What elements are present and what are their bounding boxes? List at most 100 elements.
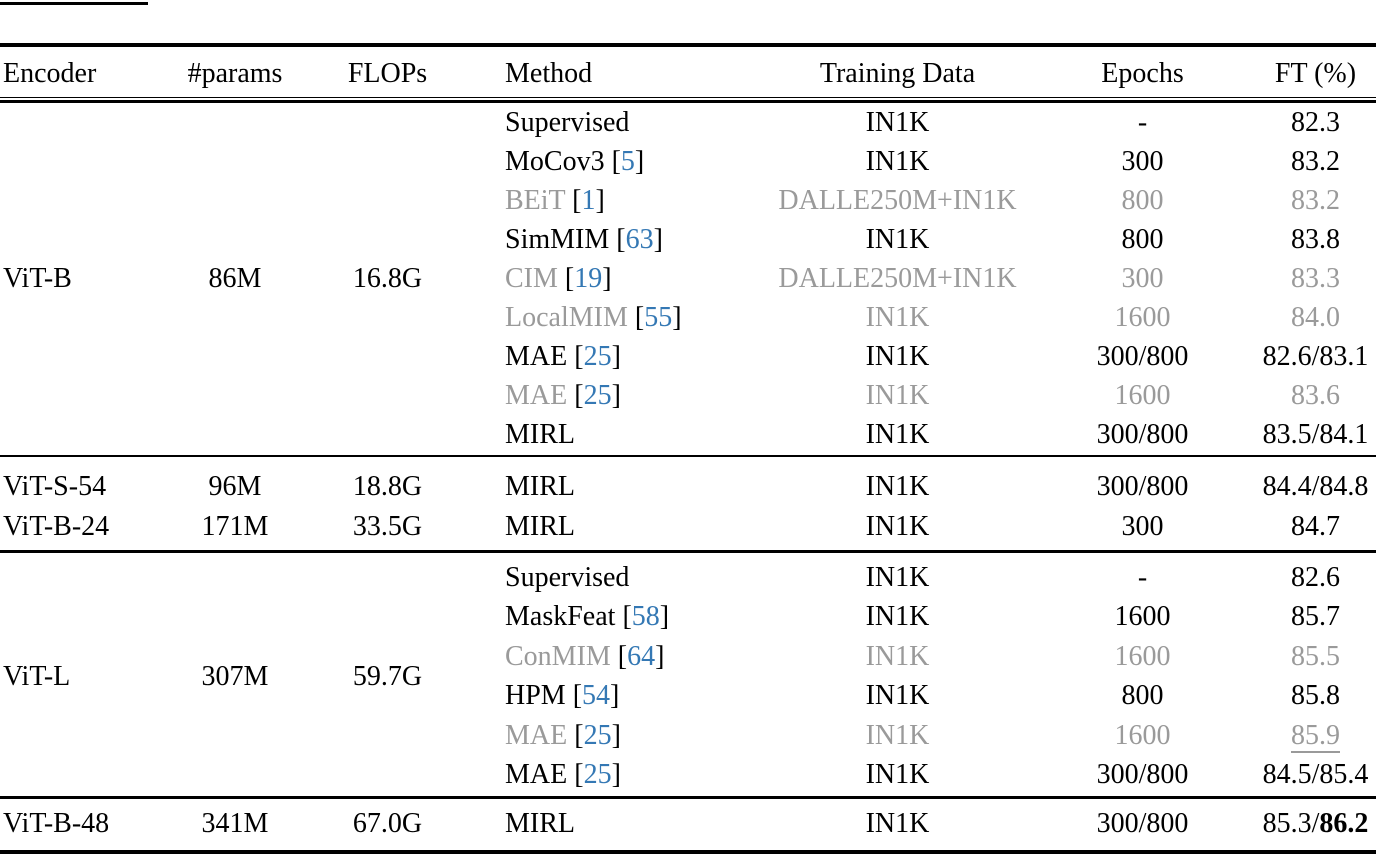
method-name: MaskFeat — [505, 601, 616, 633]
section-divider-rule — [0, 550, 1376, 553]
ft-cell: 82.6/83.1 — [1255, 337, 1376, 376]
training-data-cell: IN1K — [865, 301, 930, 333]
citation-link[interactable]: 64 — [627, 640, 656, 672]
citation-link[interactable]: 55 — [644, 301, 673, 333]
epochs-cell: 1600 — [1114, 640, 1171, 672]
method-name: Supervised — [505, 106, 630, 138]
column-header-ft-percent: FT (%) — [1274, 58, 1357, 89]
method-cell: MAE [25] — [480, 376, 765, 415]
ft-value: 85.3/ — [1262, 807, 1320, 839]
table-section-vitb: ViT-B 86M 16.8G Supervised IN1K - 82.3 MoCov3 [… — [0, 103, 1376, 454]
table-row: ViT-B-24 171M 33.5G MIRL IN1K 300 84.7 — [0, 507, 1376, 547]
training-data-cell: DALLE250M+IN1K — [778, 262, 1017, 294]
ft-value-bold: 86.2 — [1319, 807, 1369, 839]
epochs-cell: 1600 — [1114, 719, 1171, 751]
training-data-cell: IN1K — [865, 807, 930, 839]
table-bottom-rule — [0, 849, 1376, 854]
method-cell: MoCov3 [5] — [480, 142, 765, 181]
citation-link[interactable]: 25 — [583, 759, 612, 791]
ft-value: 82.3 — [1291, 106, 1340, 138]
citation: [1] — [572, 184, 605, 216]
training-data-cell: IN1K — [865, 719, 930, 751]
table-section-vitl: ViT-L 307M 59.7G Supervised IN1K - 82.6 MaskFea… — [0, 558, 1376, 795]
table-row: HPM [54] IN1K 800 85.8 — [0, 677, 1376, 717]
training-data-cell: IN1K — [865, 106, 930, 138]
ft-cell: 85.7 — [1255, 598, 1376, 638]
method-cell: BEiT [1] — [480, 181, 765, 220]
citation-link[interactable]: 25 — [583, 340, 612, 372]
epochs-cell: - — [1137, 561, 1148, 593]
ft-cell: 83.2 — [1255, 142, 1376, 181]
method-name: MIRL — [505, 471, 575, 502]
ft-cell: 84.0 — [1255, 298, 1376, 337]
method-name: MIRL — [505, 807, 575, 839]
citation-link[interactable]: 19 — [574, 262, 603, 294]
ft-cell: 83.6 — [1255, 376, 1376, 415]
method-name: MAE — [505, 719, 568, 751]
table-section-vits54-vitb24: ViT-S-54 96M 18.8G MIRL IN1K 300/800 84.4/84.8… — [0, 467, 1376, 547]
table-row: MaskFeat [58] IN1K 1600 85.7 — [0, 598, 1376, 638]
method-name: MIRL — [505, 511, 575, 542]
epochs-cell: 300 — [1121, 511, 1164, 542]
method-name: CIM — [505, 262, 558, 294]
method-name: Supervised — [505, 561, 630, 593]
training-data-cell: IN1K — [865, 418, 930, 450]
ft-cell: 84.7 — [1255, 507, 1376, 547]
ft-cell: 82.6 — [1255, 558, 1376, 598]
ft-value: 85.7 — [1291, 601, 1340, 633]
citation: [63] — [616, 223, 663, 255]
citation: [64] — [617, 640, 665, 672]
epochs-cell: 300/800 — [1096, 340, 1189, 372]
training-data-cell: IN1K — [865, 223, 930, 255]
citation: [25] — [574, 340, 621, 372]
ft-value: 84.4/84.8 — [1262, 471, 1369, 502]
table-row: ViT-S-54 96M 18.8G MIRL IN1K 300/800 84.4/84.8 — [0, 467, 1376, 507]
epochs-cell: 1600 — [1114, 379, 1171, 411]
citation-link[interactable]: 54 — [582, 680, 611, 712]
ft-cell: 83.5/84.1 — [1255, 415, 1376, 454]
method-name: MAE — [505, 340, 568, 372]
citation-link[interactable]: 25 — [583, 719, 612, 751]
params-cell: 307M — [201, 660, 269, 692]
table-section-vitb48: ViT-B-48 341M 67.0G MIRL IN1K 300/800 85.3/86.… — [0, 798, 1376, 849]
method-cell: Supervised — [480, 103, 765, 142]
method-cell: CIM [19] — [480, 259, 765, 298]
citation-link[interactable]: 63 — [625, 223, 654, 255]
citation: [25] — [574, 719, 621, 751]
flops-cell: 59.7G — [352, 660, 423, 692]
epochs-cell: 300 — [1121, 145, 1164, 177]
method-cell: MAE [25] — [480, 716, 765, 756]
params-cell: 96M — [208, 471, 262, 502]
method-name: MIRL — [505, 418, 575, 450]
column-header-training-data: Training Data — [819, 58, 976, 89]
citation-link[interactable]: 58 — [631, 601, 660, 633]
epochs-cell: 300 — [1121, 262, 1164, 294]
table-row: MAE [25] IN1K 300/800 82.6/83.1 — [0, 337, 1376, 376]
column-header-method: Method — [505, 58, 593, 89]
training-data-cell: DALLE250M+IN1K — [778, 184, 1017, 216]
ft-cell: 85.9 — [1255, 716, 1376, 756]
training-data-cell: IN1K — [865, 145, 930, 177]
table-row: ViT-B-48 341M 67.0G MIRL IN1K 300/800 85.3/86.… — [0, 798, 1376, 849]
method-cell: MAE [25] — [480, 756, 765, 796]
epochs-cell: 1600 — [1114, 301, 1171, 333]
method-cell: MIRL — [480, 798, 765, 849]
flops-cell: 16.8G — [352, 262, 423, 294]
ft-value: 85.8 — [1291, 680, 1340, 712]
ft-cell: 83.8 — [1255, 220, 1376, 259]
flops-cell: 67.0G — [352, 807, 423, 839]
ft-value: 83.5/84.1 — [1262, 418, 1369, 450]
encoder-cell: ViT-L — [3, 660, 71, 692]
citation-link[interactable]: 5 — [620, 145, 635, 177]
training-data-cell: IN1K — [865, 561, 930, 593]
method-name: HPM — [505, 680, 566, 712]
table-row: ConMIM [64] IN1K 1600 85.5 — [0, 637, 1376, 677]
params-cell: 86M — [208, 262, 262, 294]
ft-cell: 82.3 — [1255, 103, 1376, 142]
ft-value: 83.8 — [1291, 223, 1340, 255]
table-top-rule — [0, 43, 1376, 47]
training-data-cell: IN1K — [865, 471, 930, 502]
citation-link[interactable]: 1 — [581, 184, 596, 216]
citation-link[interactable]: 25 — [583, 379, 612, 411]
